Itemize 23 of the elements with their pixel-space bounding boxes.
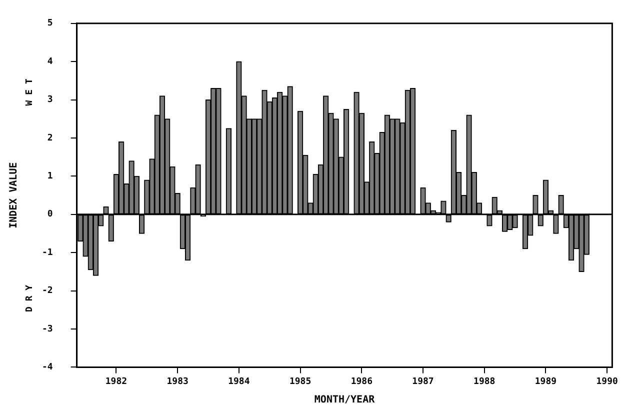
text: W E T [25, 78, 36, 106]
y-tick-label: 3 [47, 95, 53, 106]
x-tick-label: 1990 [596, 376, 618, 387]
x-tick-label: 1989 [534, 376, 557, 387]
y-tick-label: -3 [42, 324, 53, 334]
x-axis-title: MONTH/YEAR [314, 394, 376, 406]
x-tick-label: 1988 [474, 376, 496, 387]
y-tick-label: -4 [42, 362, 54, 373]
x-tick-label: 1987 [412, 376, 434, 387]
y-tick-label: 5 [47, 18, 53, 29]
x-tick-label: 1983 [166, 376, 188, 387]
x-tick-label: 1982 [105, 376, 128, 387]
y-tick-label: 1 [47, 172, 53, 182]
y-tick-label: 0 [47, 210, 53, 220]
y-tick-label: 4 [47, 56, 54, 67]
y-tick-label: -1 [42, 248, 53, 258]
x-tick-label: 1984 [228, 376, 250, 387]
y-tick-label: -2 [42, 286, 53, 296]
y-tick-label: 2 [47, 133, 53, 144]
x-tick-label: 1985 [289, 376, 312, 387]
y-axis-title: INDEX VALUE [8, 162, 20, 228]
text: D R Y [25, 284, 36, 312]
x-tick-label: 1986 [350, 376, 372, 387]
